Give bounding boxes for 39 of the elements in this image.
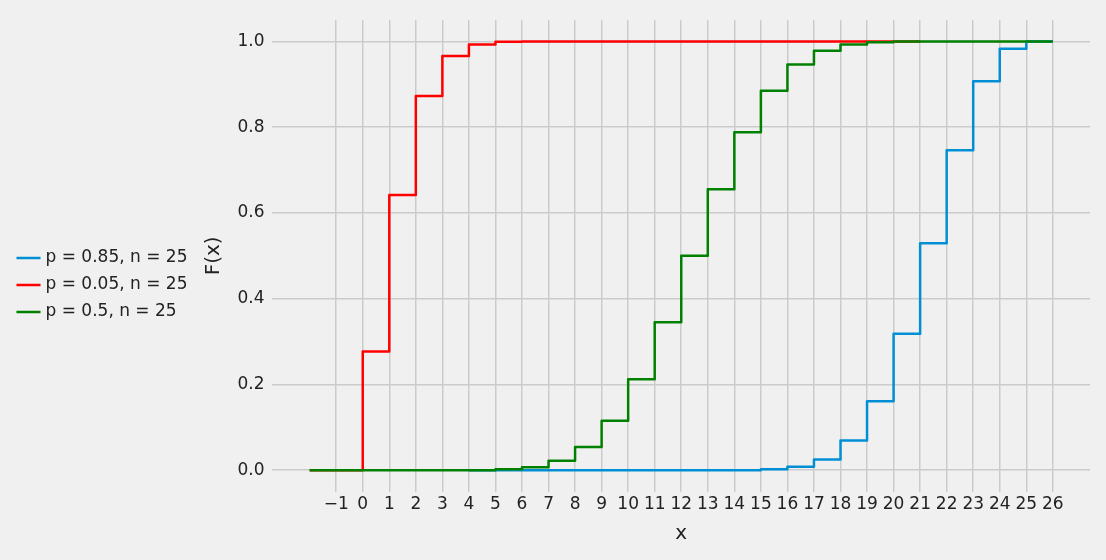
y-tick-label: 1.0 — [237, 29, 265, 50]
x-tick-label: 22 — [935, 493, 958, 514]
y-tick-label: 0.4 — [237, 287, 265, 308]
x-tick-label: 4 — [463, 493, 475, 514]
y-tick-label: 0.6 — [237, 201, 265, 222]
legend-label: p = 0.05, n = 25 — [45, 273, 188, 294]
x-tick-label: 11 — [643, 493, 666, 514]
legend-label: p = 0.85, n = 25 — [45, 246, 188, 267]
x-tick-label: 18 — [829, 493, 852, 514]
x-tick-label: 2 — [410, 493, 422, 514]
x-tick-label: 24 — [988, 493, 1011, 514]
x-tick-label: 21 — [909, 493, 931, 514]
x-tick-label: 5 — [490, 493, 501, 514]
x-tick-label: 12 — [670, 493, 693, 514]
x-tick-label: 20 — [882, 493, 905, 514]
x-tick-label: 15 — [750, 493, 772, 514]
y-axis-title: F(x) — [199, 236, 224, 276]
y-tick-label: 0.8 — [237, 115, 265, 136]
x-tick-label: −1 — [323, 493, 349, 514]
x-tick-label: 14 — [723, 493, 746, 514]
x-tick-label: 16 — [776, 493, 799, 514]
x-tick-label: 8 — [569, 493, 581, 514]
x-tick-label: 25 — [1015, 493, 1038, 514]
y-tick-label: 0.0 — [237, 458, 265, 479]
x-tick-label: 0 — [357, 493, 369, 514]
x-tick-label: 23 — [962, 493, 985, 514]
x-tick-label: 17 — [803, 493, 825, 514]
x-tick-label: 6 — [516, 493, 528, 514]
x-tick-label: 3 — [436, 493, 448, 514]
x-tick-label: 19 — [856, 493, 878, 514]
x-tick-label: 26 — [1042, 493, 1064, 514]
legend-label: p = 0.5, n = 25 — [45, 300, 177, 321]
x-tick-label: 13 — [696, 493, 719, 514]
x-tick-label: 1 — [383, 493, 395, 514]
x-tick-label: 10 — [617, 493, 639, 514]
x-tick-label: 9 — [596, 493, 608, 514]
x-axis-title: x — [675, 520, 688, 545]
x-tick-label: 7 — [543, 493, 554, 514]
y-tick-label: 0.2 — [237, 372, 265, 393]
